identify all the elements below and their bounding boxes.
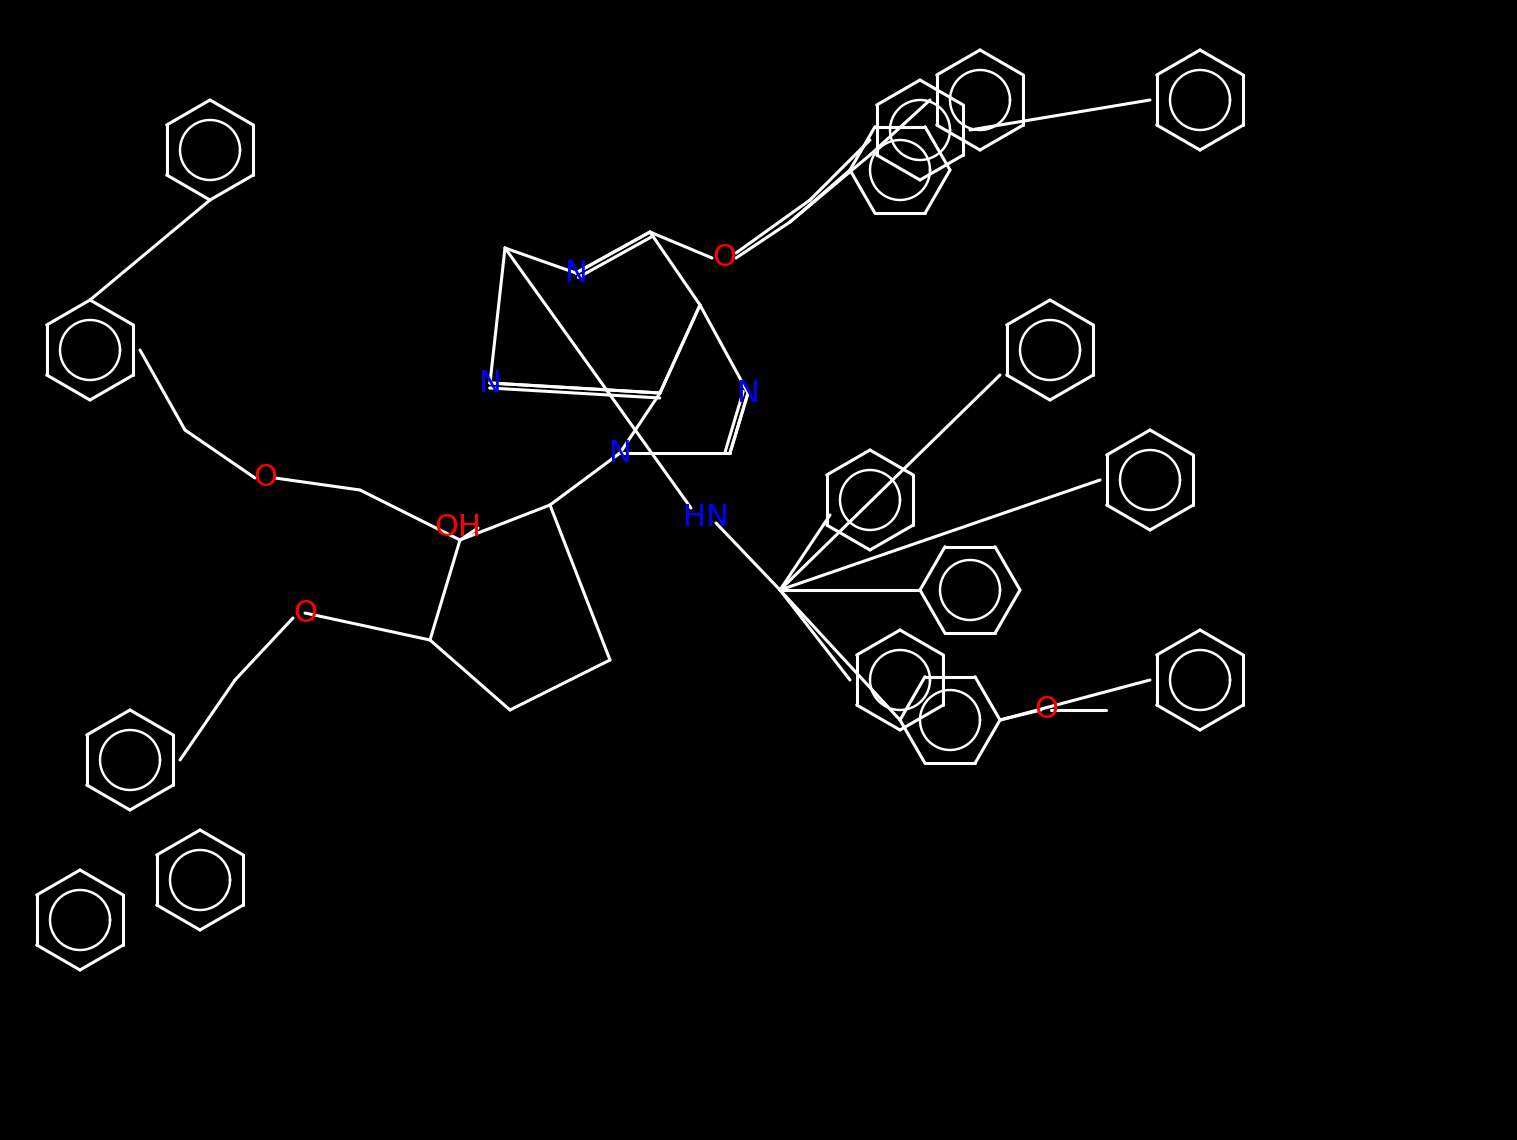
Text: OH: OH — [434, 513, 481, 543]
Text: O: O — [1035, 695, 1057, 725]
Text: N: N — [737, 378, 760, 407]
Text: N: N — [479, 368, 502, 398]
Text: N: N — [608, 439, 631, 467]
Text: O: O — [293, 598, 317, 627]
Text: N: N — [564, 259, 587, 287]
Text: O: O — [711, 244, 736, 272]
Text: O: O — [253, 464, 278, 492]
Text: HN: HN — [683, 504, 728, 532]
